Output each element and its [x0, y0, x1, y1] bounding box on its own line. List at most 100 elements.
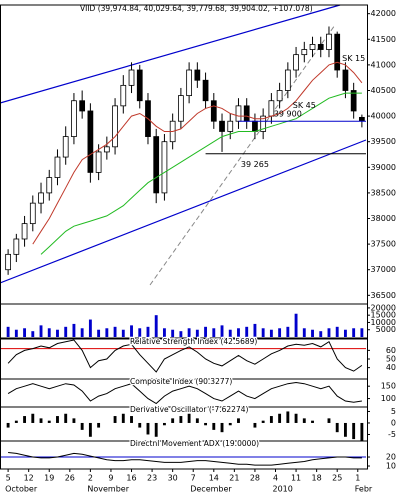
bar — [343, 329, 347, 337]
candle-body — [284, 69, 291, 91]
bar — [105, 328, 109, 337]
month-label: November — [87, 485, 129, 494]
bar — [335, 422, 339, 433]
candle-body — [227, 120, 234, 132]
y-tick-label: 39000 — [371, 163, 396, 172]
x-tick-label: 28 — [250, 474, 260, 483]
bar — [269, 329, 273, 337]
bar — [319, 331, 323, 337]
candle-body — [103, 146, 110, 153]
bar — [80, 328, 84, 337]
candle-body — [29, 202, 36, 225]
y-tick-label: 38000 — [371, 214, 396, 223]
candle-body — [342, 69, 349, 91]
y-tick-label: 10000 — [371, 318, 396, 327]
month-label: 2010 — [273, 485, 293, 494]
y-tick-label: 5 — [391, 407, 396, 416]
x-tick-label: 2 — [88, 474, 93, 483]
candle-body — [128, 69, 135, 86]
candle-body — [202, 79, 209, 102]
y-tick-label: 40000 — [371, 112, 396, 121]
bar — [278, 328, 282, 337]
y-tick-label: 100 — [381, 394, 396, 403]
candle-body — [334, 33, 341, 71]
candle-body — [194, 69, 201, 81]
x-tick-label: 9 — [108, 474, 113, 483]
candle-body — [260, 115, 267, 132]
bar — [121, 413, 125, 423]
bar — [360, 328, 364, 337]
indicator-line — [8, 452, 362, 466]
candle-body — [350, 90, 357, 112]
candle-body — [120, 84, 127, 107]
bar — [269, 416, 273, 423]
y-tick-label: 10 — [386, 462, 396, 471]
bar — [352, 422, 356, 440]
candle-body — [38, 192, 44, 204]
channel-upper — [0, 4, 341, 104]
bar — [245, 326, 249, 337]
bar — [311, 329, 314, 337]
bar — [352, 328, 356, 337]
panel-frame — [0, 440, 368, 470]
bar — [88, 422, 92, 437]
bar — [138, 422, 142, 428]
x-tick-label: 1 — [355, 474, 360, 483]
level-label: 39 265 — [241, 160, 269, 169]
bar — [14, 420, 18, 423]
bar — [253, 422, 257, 428]
bar — [302, 418, 306, 423]
indicator-line — [7, 381, 362, 405]
bar — [228, 329, 232, 337]
y-tick-label: 40 — [386, 363, 396, 372]
x-tick-label: 18 — [312, 474, 322, 483]
bar — [31, 413, 35, 423]
y-tick-label: 42000 — [371, 9, 396, 18]
bar — [113, 326, 117, 337]
bar — [23, 416, 27, 423]
x-tick-label: 7 — [191, 474, 196, 483]
bar — [97, 422, 101, 428]
bar — [56, 329, 59, 337]
bar — [204, 422, 208, 426]
candle-body — [219, 120, 225, 132]
y-tick-label: 5000 — [376, 325, 396, 334]
bar — [278, 413, 282, 423]
panel-title: Derivative Oscillator (-7.62274) — [130, 405, 248, 414]
bar — [212, 422, 216, 430]
bar — [138, 328, 142, 337]
x-tick-label: 19 — [44, 474, 54, 483]
bar — [171, 329, 175, 337]
month-label: Febr — [355, 485, 373, 494]
bar — [360, 422, 364, 441]
bar — [253, 323, 257, 337]
bar — [146, 422, 150, 435]
bar — [47, 420, 51, 423]
bar — [343, 422, 347, 437]
candle-body — [326, 33, 332, 50]
bar — [56, 416, 59, 423]
candle-body — [112, 105, 118, 148]
bar — [80, 422, 84, 430]
bar — [220, 325, 224, 337]
bar — [195, 418, 199, 423]
candle-body — [317, 44, 324, 50]
candle-body — [54, 156, 61, 178]
bar — [187, 413, 191, 423]
y-tick-label: 0 — [391, 418, 396, 427]
bar — [171, 418, 175, 423]
candle-body — [79, 100, 86, 112]
bar — [286, 411, 290, 423]
x-tick-label: 12 — [24, 474, 34, 483]
candle-body — [87, 110, 94, 173]
candle-body — [359, 116, 365, 122]
bar — [39, 418, 43, 423]
y-tick-label: 41000 — [371, 60, 396, 69]
y-tick-label: -5 — [388, 430, 396, 439]
y-tick-label: 37500 — [371, 240, 396, 249]
bar — [130, 325, 133, 337]
bar — [6, 422, 10, 428]
candle-body — [243, 105, 250, 122]
candle-body — [178, 95, 184, 122]
moving-average — [40, 92, 362, 255]
